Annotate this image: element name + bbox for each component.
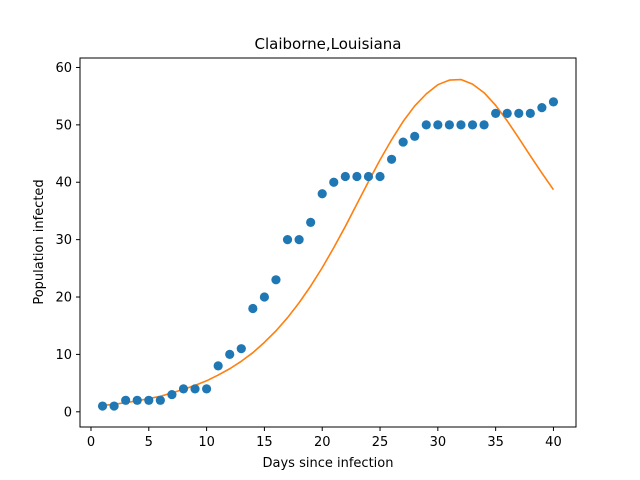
data-point bbox=[363, 171, 374, 182]
data-point bbox=[213, 361, 223, 371]
x-tick-label: 35 bbox=[487, 435, 504, 450]
plot-frame bbox=[79, 57, 577, 428]
series-line bbox=[102, 78, 555, 407]
data-point bbox=[479, 120, 489, 130]
data-point bbox=[97, 401, 108, 411]
y-tick-label: 30 bbox=[55, 233, 72, 248]
data-point bbox=[491, 108, 501, 118]
data-point bbox=[294, 235, 304, 245]
x-tick-label: 30 bbox=[430, 435, 447, 450]
data-point bbox=[352, 171, 362, 182]
data-point bbox=[386, 154, 397, 164]
data-point bbox=[433, 120, 443, 130]
x-tick-label: 20 bbox=[314, 435, 331, 450]
data-point bbox=[282, 235, 293, 245]
y-tick-label: 10 bbox=[55, 348, 72, 363]
data-point bbox=[444, 120, 454, 130]
y-tick-label: 60 bbox=[55, 61, 72, 76]
data-point bbox=[502, 108, 512, 118]
data-point bbox=[144, 395, 154, 405]
data-point bbox=[167, 389, 177, 400]
plot-area: 0 5 10 15 20 25 30 35 40 0 10 20 30 40 50 60 bbox=[55, 57, 577, 450]
data-point bbox=[155, 395, 165, 405]
data-point bbox=[121, 395, 131, 405]
x-tick-label: 25 bbox=[372, 435, 389, 450]
data-point bbox=[317, 189, 327, 199]
y-tick-label: 0 bbox=[64, 405, 72, 420]
chart-title: Claiborne,Louisiana bbox=[255, 35, 402, 53]
y-axis-label: Population infected bbox=[32, 179, 47, 304]
data-point bbox=[248, 303, 258, 314]
data-point bbox=[410, 131, 420, 141]
data-point bbox=[259, 292, 270, 302]
x-tick-label: 40 bbox=[545, 435, 562, 450]
data-point bbox=[375, 171, 385, 182]
data-point bbox=[525, 108, 535, 118]
data-point bbox=[467, 120, 478, 130]
data-point bbox=[225, 349, 235, 360]
x-tick-label: 5 bbox=[145, 435, 153, 450]
data-point bbox=[271, 275, 281, 285]
data-point bbox=[340, 171, 350, 182]
data-point bbox=[329, 177, 339, 187]
data-point bbox=[132, 395, 142, 405]
x-tick-label: 0 bbox=[87, 435, 95, 450]
x-tick-label: 10 bbox=[198, 435, 215, 450]
x-axis-label: Days since infection bbox=[263, 456, 394, 471]
data-point bbox=[456, 120, 466, 130]
data-point bbox=[236, 344, 246, 354]
data-point bbox=[421, 120, 431, 130]
x-tick-label: 15 bbox=[256, 435, 273, 450]
y-tick-label: 40 bbox=[55, 176, 72, 191]
data-point bbox=[109, 401, 119, 411]
y-tick-label: 50 bbox=[55, 118, 72, 133]
data-point bbox=[548, 97, 559, 107]
data-point bbox=[514, 108, 524, 118]
data-point bbox=[537, 103, 547, 113]
data-point bbox=[178, 384, 189, 394]
data-point bbox=[306, 217, 316, 228]
data-point bbox=[398, 137, 408, 147]
y-tick-label: 20 bbox=[55, 291, 72, 306]
data-point bbox=[190, 384, 200, 394]
data-point bbox=[202, 384, 212, 394]
